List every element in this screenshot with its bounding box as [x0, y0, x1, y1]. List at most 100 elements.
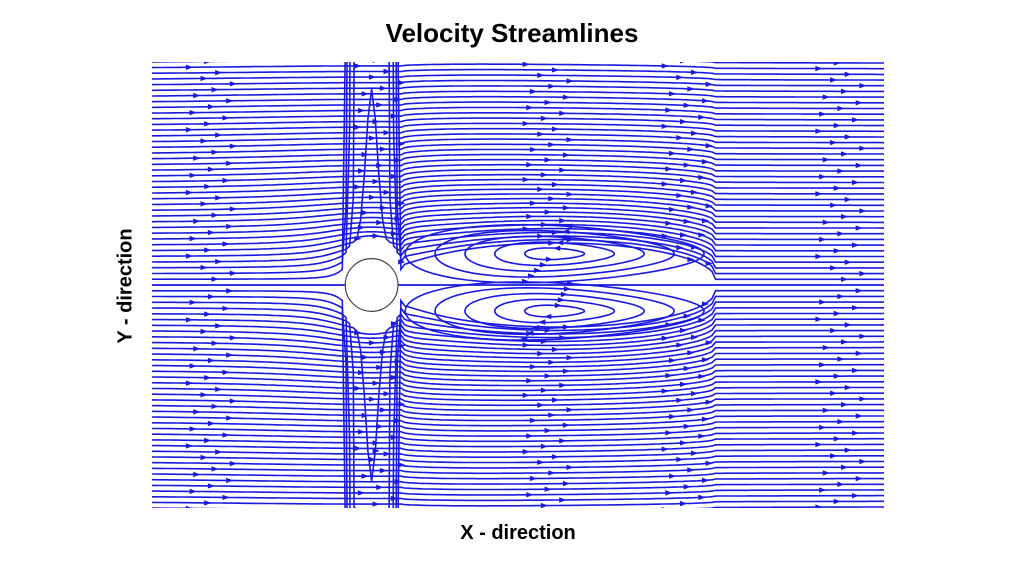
streamline-arrow [683, 102, 691, 109]
streamline-arrow [398, 259, 406, 265]
streamline [152, 409, 884, 422]
streamline-arrow [559, 217, 567, 224]
streamline-arrow [833, 436, 841, 442]
streamline-arrow [690, 69, 699, 76]
streamline [152, 437, 884, 448]
streamline-arrow [394, 157, 402, 163]
streamline-arrow [200, 201, 208, 207]
upper-vortex-streamline-arrow [527, 273, 536, 279]
streamline-arrow [819, 174, 827, 180]
streamline-arrow [680, 327, 688, 334]
streamline-arrow [200, 75, 208, 82]
streamline-arrow [855, 350, 863, 357]
streamline-arrow [368, 135, 377, 141]
streamline-arrow [698, 232, 706, 238]
streamline-arrow [669, 206, 677, 213]
streamline-arrow [548, 141, 556, 148]
streamline-arrow [540, 172, 549, 178]
streamline-arrow [705, 460, 713, 466]
streamline-arrow [207, 229, 216, 236]
streamline-arrow [669, 413, 677, 420]
upper-vortex-streamline-arrow [562, 228, 570, 235]
streamline-arrow [687, 350, 695, 356]
lower-vortex-streamline-arrow [532, 324, 540, 331]
streamline-arrow [548, 359, 556, 366]
streamline-arrow [372, 380, 380, 386]
streamline-arrow [669, 150, 677, 157]
streamline-arrow [390, 321, 399, 327]
streamline-arrow [551, 346, 560, 353]
streamline-arrow [833, 122, 841, 129]
streamline-arrow [357, 168, 366, 174]
streamline [152, 153, 884, 167]
streamline-arrow [354, 445, 362, 452]
streamline-arrow [551, 67, 560, 73]
streamline-arrow [204, 62, 210, 65]
streamline-arrow [859, 83, 867, 89]
streamline-arrow [200, 264, 208, 271]
streamline-arrow [215, 69, 223, 76]
upper-vortex-streamline-arrow [556, 240, 564, 246]
upper-vortex-streamline [464, 235, 646, 273]
streamline-arrow [661, 123, 669, 129]
streamline-arrow [841, 213, 849, 220]
streamline-arrow [211, 340, 219, 346]
streamline-arrow [830, 390, 838, 396]
streamline [152, 483, 884, 491]
streamline-arrow [701, 477, 710, 484]
streamline-arrow [837, 231, 845, 237]
streamline-arrow [852, 367, 860, 374]
streamline-arrow [819, 424, 827, 431]
streamline-arrow [822, 94, 830, 100]
streamline-arrow [833, 248, 841, 254]
streamline-arrow [229, 335, 238, 341]
streamline-arrow [544, 427, 552, 434]
streamline-arrow [398, 141, 406, 147]
streamline-arrow [833, 62, 841, 66]
streamline-arrow [680, 440, 688, 446]
streamline-arrow [551, 126, 560, 132]
streamline-arrow [690, 189, 699, 195]
streamline-arrow [562, 152, 571, 158]
streamline-arrow [193, 471, 201, 478]
streamline [152, 494, 884, 502]
streamline-arrow [852, 242, 860, 248]
streamline [152, 79, 884, 87]
streamline-arrow [204, 437, 212, 444]
streamline-arrow [376, 364, 384, 371]
streamline-arrow [200, 454, 208, 461]
streamline-arrow [368, 194, 377, 201]
streamline [152, 158, 884, 172]
streamline-arrow [676, 342, 684, 348]
streamline-arrow [185, 253, 194, 259]
streamline-arrow [551, 397, 560, 403]
streamline-arrow [357, 490, 366, 496]
streamline-arrow [837, 168, 845, 174]
lower-vortex-streamline [434, 286, 676, 336]
streamline-arrow [815, 504, 823, 508]
streamline [152, 426, 884, 437]
streamline-arrow [207, 483, 216, 489]
streamline [152, 211, 884, 235]
streamline-arrow [701, 301, 710, 307]
streamline [152, 369, 884, 387]
streamline-arrow [354, 385, 362, 392]
streamline-arrow [544, 209, 552, 215]
streamline-arrow [222, 241, 230, 247]
streamline-arrow [680, 177, 688, 184]
streamline-arrow [226, 223, 234, 230]
streamline-arrow [822, 219, 830, 226]
streamline-arrow [683, 162, 691, 168]
streamline [152, 143, 884, 155]
streamline [152, 197, 884, 218]
streamline-arrow [830, 327, 838, 334]
streamline-arrow [841, 464, 849, 470]
streamline-arrow [215, 386, 223, 393]
streamline-arrow [669, 473, 677, 479]
streamline-arrow [852, 117, 860, 123]
streamline-arrow [390, 434, 399, 440]
streamlines-group [152, 62, 884, 508]
upper-vortex-streamline-arrow [559, 234, 567, 240]
streamline-arrow [683, 313, 691, 319]
streamline-arrow [665, 490, 673, 496]
